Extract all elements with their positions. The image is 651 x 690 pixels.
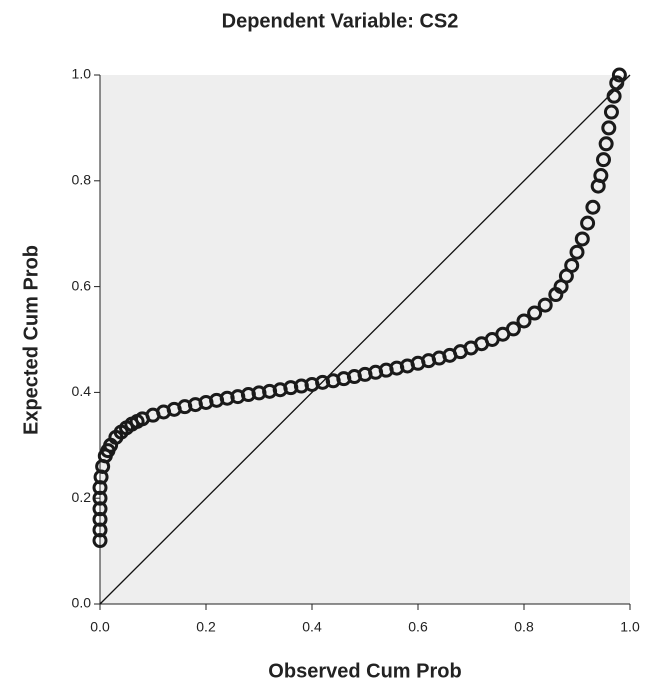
- point: [537, 297, 553, 313]
- point: [593, 168, 609, 184]
- point: [606, 88, 622, 104]
- x-tick-label: 0.0: [90, 619, 110, 635]
- y-tick-label: 0.0: [72, 595, 92, 611]
- x-tick-label: 0.6: [408, 619, 428, 635]
- y-tick-label: 0.2: [72, 489, 92, 505]
- point: [574, 231, 590, 247]
- point: [564, 257, 580, 273]
- point: [598, 136, 614, 152]
- point: [609, 75, 625, 91]
- point: [596, 152, 611, 168]
- point: [611, 67, 627, 83]
- x-axis-label: Observed Cum Prob: [268, 660, 461, 682]
- y-axis-label: Expected Cum Prob: [20, 245, 42, 435]
- point: [580, 215, 596, 231]
- point: [516, 313, 532, 329]
- x-tick-label: 0.4: [302, 619, 322, 635]
- chart-title: Dependent Variable: CS2: [222, 10, 459, 32]
- y-tick-label: 0.8: [72, 172, 92, 188]
- x-tick-label: 0.2: [196, 619, 216, 635]
- point: [505, 321, 521, 337]
- x-tick-label: 1.0: [620, 619, 640, 635]
- point: [601, 120, 617, 136]
- y-tick-label: 1.0: [72, 66, 92, 82]
- reference-line: [99, 74, 631, 605]
- y-tick-label: 0.4: [72, 383, 92, 399]
- point: [569, 244, 585, 260]
- x-tick-label: 0.8: [514, 619, 534, 635]
- point: [527, 305, 543, 321]
- point: [585, 199, 601, 215]
- point: [603, 104, 619, 120]
- y-tick-label: 0.6: [72, 277, 92, 293]
